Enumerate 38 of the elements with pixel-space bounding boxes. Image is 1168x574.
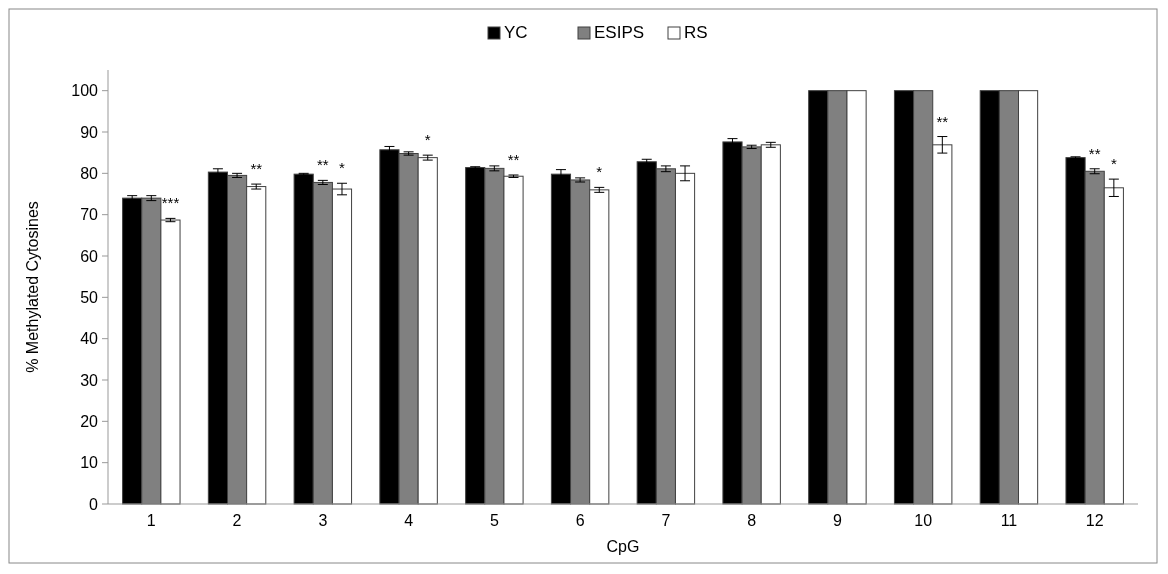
data-label: ** <box>1088 144 1101 162</box>
x-tick-label: 3 <box>318 512 328 529</box>
x-tick-label: 4 <box>404 512 414 529</box>
x-tick-label: 7 <box>661 512 671 529</box>
y-tick-label: 40 <box>80 330 99 348</box>
data-label: *** <box>161 194 180 212</box>
x-tick-label: 1 <box>146 512 156 529</box>
y-tick-label: 60 <box>80 247 99 265</box>
y-tick-label: 30 <box>80 371 99 389</box>
x-tick-label: 12 <box>1085 512 1104 529</box>
x-tick-label: 10 <box>914 512 933 529</box>
x-tick-label: 5 <box>489 512 499 529</box>
y-tick-label: 0 <box>89 495 99 513</box>
x-tick-label: 2 <box>232 512 242 529</box>
data-label: ** <box>250 160 263 178</box>
y-tick-label: 50 <box>80 288 99 306</box>
data-label: ** <box>507 150 520 168</box>
y-tick-label: 80 <box>80 164 99 182</box>
y-tick-label: 70 <box>80 206 99 224</box>
data-label: * <box>424 131 431 149</box>
data-label: ** <box>936 112 949 130</box>
legend-label: RS <box>684 23 708 42</box>
y-axis-title: % Methylated Cytosines <box>24 201 41 373</box>
x-axis-title: CpG <box>606 538 640 555</box>
y-tick-label: 100 <box>71 82 99 100</box>
legend-label: ESIPS <box>594 23 645 42</box>
data-label: * <box>596 163 603 181</box>
data-label: * <box>339 159 346 177</box>
y-tick-label: 90 <box>80 123 99 141</box>
y-tick-label: 10 <box>80 454 99 472</box>
x-tick-label: 6 <box>575 512 585 529</box>
data-label: ** <box>316 156 329 174</box>
y-tick-label: 20 <box>80 412 99 430</box>
legend-label: YC <box>504 23 528 42</box>
x-tick-label: 9 <box>832 512 842 529</box>
data-label: * <box>1110 155 1117 173</box>
x-tick-label: 8 <box>747 512 757 529</box>
x-tick-label: 11 <box>1000 512 1018 529</box>
